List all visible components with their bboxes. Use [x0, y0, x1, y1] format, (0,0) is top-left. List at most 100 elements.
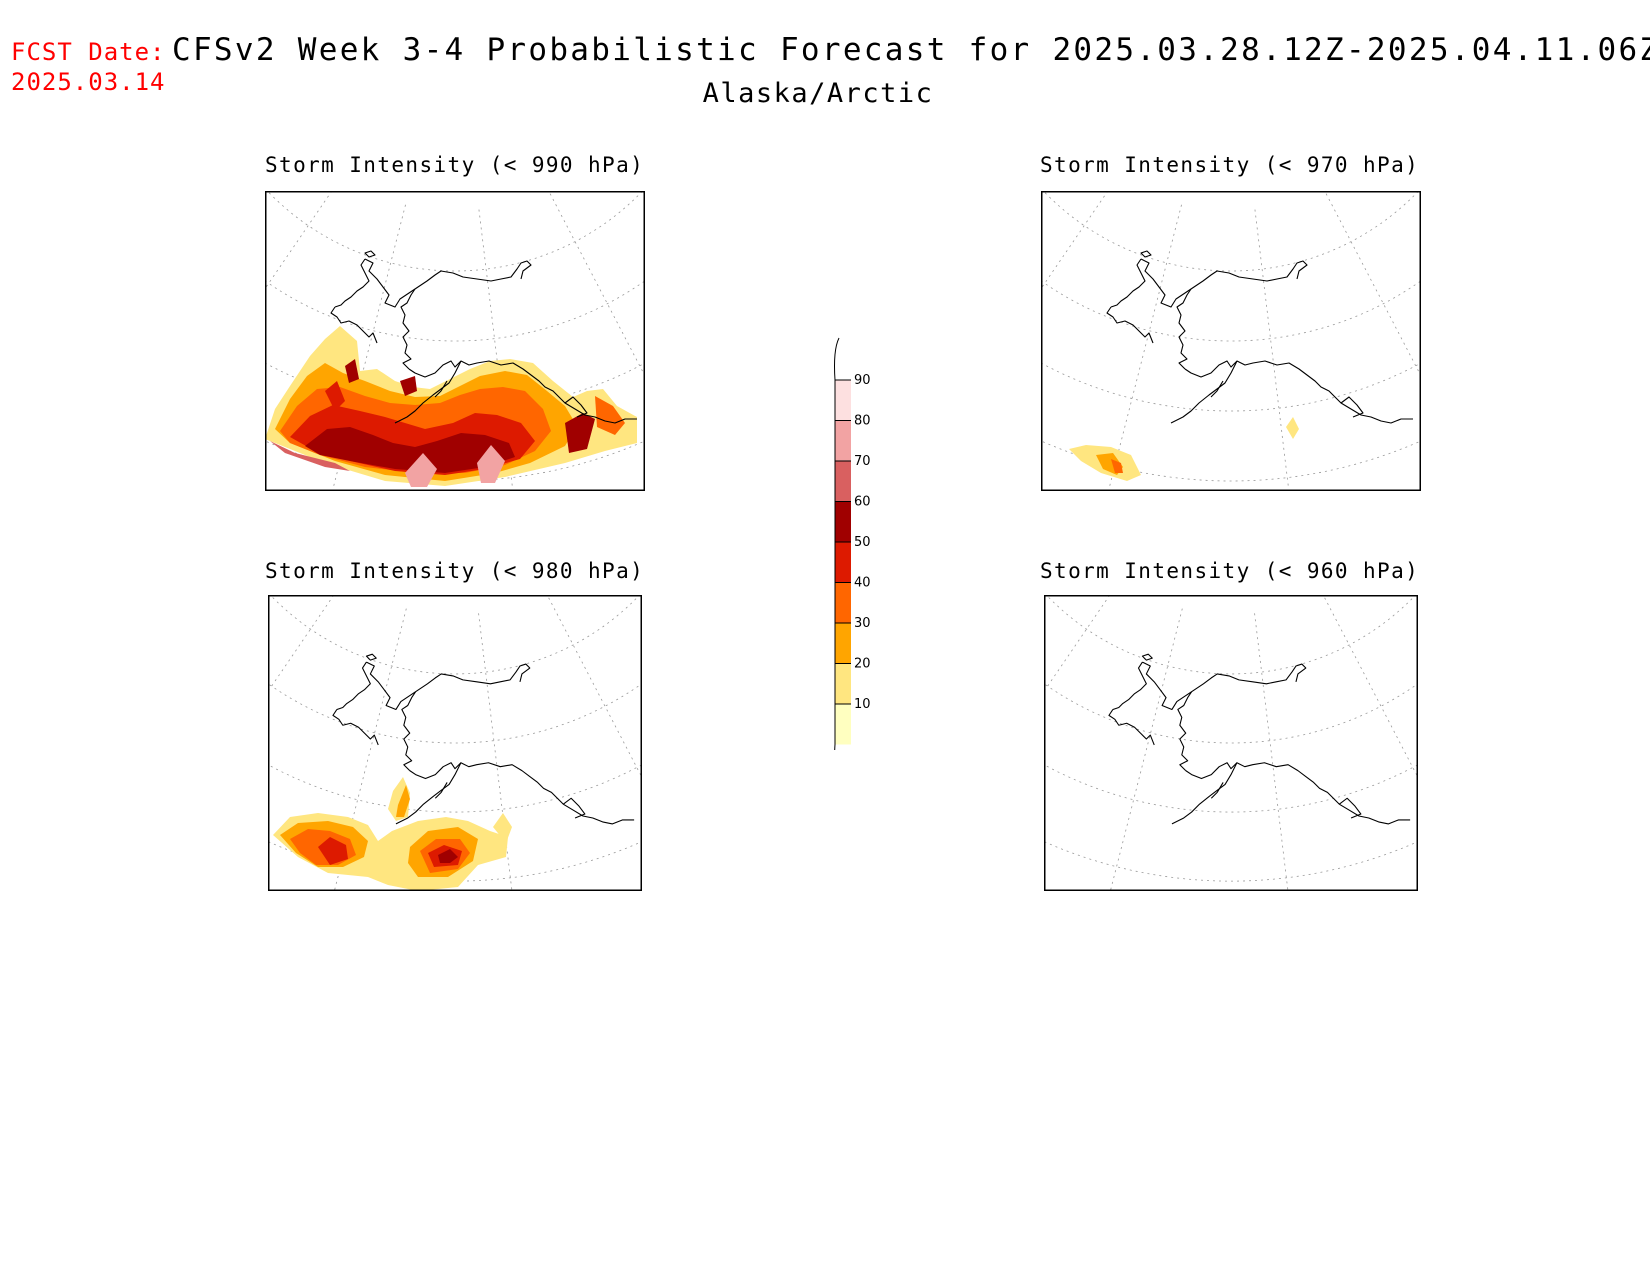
map-panel-970 [1041, 191, 1421, 491]
coastline-segment [1112, 661, 1147, 710]
coastline-segment [1176, 288, 1192, 370]
forecast-date-label: FCST Date: [11, 38, 166, 66]
main-title: CFSv2 Week 3-4 Probabilistic Forecast fo… [172, 32, 1650, 68]
meridian-line [1041, 191, 1068, 313]
coastline-segment [564, 396, 588, 418]
coastline-segment [562, 797, 586, 819]
probability-fill [1069, 417, 1299, 481]
meridian-line [1041, 191, 1109, 290]
parallel-line [1041, 362, 1421, 412]
coastline-segment [1140, 250, 1152, 258]
meridian-line [546, 595, 642, 779]
parallel-line [1042, 191, 1420, 272]
coastline-segment [1108, 709, 1155, 746]
meridian-line [1381, 191, 1421, 354]
colorbar-swatch [835, 420, 851, 461]
meridian-line [605, 191, 645, 354]
coastline-segment [434, 380, 448, 398]
coastline [332, 653, 635, 825]
colorbar-tick-label: 80 [854, 414, 871, 429]
colorbar-tick-label: 50 [854, 535, 871, 550]
colorbar: 90 80 70 60 50 40 30 20 10 [834, 337, 871, 750]
meridian-line [1254, 613, 1289, 891]
colorbar-tick-label: 90 [854, 373, 871, 388]
probability-fill [265, 326, 637, 487]
coastline-segment [400, 288, 416, 370]
coastline-segment [1184, 360, 1413, 424]
coastline-segment [1142, 661, 1307, 710]
colorbar-swatch [835, 501, 851, 542]
colorbar-tick-label: 20 [854, 657, 871, 672]
meridian-line [268, 595, 295, 716]
colorbar-tick-label: 70 [854, 454, 871, 469]
meridian-line [1108, 204, 1182, 491]
coastline-segment [1170, 360, 1238, 424]
coastline-segment [1210, 380, 1224, 398]
graticule [1044, 595, 1418, 891]
coastline-segment [364, 250, 376, 258]
colorbar-swatch [835, 461, 851, 502]
colorbar-swatch [835, 704, 851, 745]
coastline-segment [1140, 258, 1308, 308]
parallel-line [1044, 764, 1418, 813]
coastline-segment [395, 762, 462, 825]
coastline-segment [409, 762, 635, 825]
colorbar-tick-label: 60 [854, 495, 871, 510]
colorbar-swatch [835, 663, 851, 704]
colorbar-tick-label: 10 [854, 697, 871, 712]
coastline-segment [334, 258, 370, 308]
parallel-line [269, 595, 641, 675]
parallel-line [268, 683, 642, 744]
coastline-segment [336, 661, 371, 710]
meridian-line [1044, 595, 1071, 716]
coastline [1108, 653, 1411, 825]
meridian-line [1324, 191, 1421, 377]
coastline [330, 250, 637, 424]
coastline-segment [366, 661, 531, 710]
map-panel-980 [268, 595, 642, 891]
coastline [1106, 250, 1413, 424]
graticule [1041, 191, 1421, 491]
colorbar-tick-label: 30 [854, 616, 871, 631]
map-panel-960 [1044, 595, 1418, 891]
panel-title-960: Storm Intensity (< 960 hPa) [1040, 559, 1420, 583]
coastline-segment [332, 709, 379, 746]
coastline-segment [364, 258, 532, 308]
colorbar-swatch [835, 380, 851, 421]
map-panel-990 [265, 191, 645, 491]
forecast-date-value: 2025.03.14 [11, 68, 166, 96]
colorbar-swatch [835, 582, 851, 623]
coastline-segment [1106, 306, 1154, 344]
coastline-segment [1338, 797, 1362, 819]
meridian-line [1322, 595, 1418, 779]
parallel-line [1045, 595, 1417, 675]
coastline-segment [1340, 396, 1364, 418]
meridian-line [1044, 595, 1111, 693]
coastline-segment [365, 653, 377, 661]
coastline-segment [394, 360, 462, 424]
coastline-segment [434, 782, 448, 799]
probability-fill [273, 777, 512, 891]
coastline-segment [1141, 653, 1153, 661]
parallel-line [268, 764, 642, 813]
parallel-line [265, 280, 645, 342]
parallel-line [1044, 841, 1418, 882]
coastline-segment [1110, 258, 1146, 308]
parallel-line [1041, 280, 1421, 342]
coastline-segment [1210, 782, 1224, 799]
parallel-line [1044, 683, 1418, 744]
coastline-segment [1177, 691, 1193, 772]
meridian-line [1109, 608, 1183, 891]
panel-title-990: Storm Intensity (< 990 hPa) [265, 153, 645, 177]
colorbar-boxes [834, 337, 851, 750]
colorbar-swatch [835, 623, 851, 664]
colorbar-labels: 90 80 70 60 50 40 30 20 10 [835, 373, 871, 712]
parallel-line [1041, 440, 1421, 482]
colorbar-bottom-tip [834, 744, 836, 750]
coastline-segment [401, 691, 417, 772]
meridian-line [265, 191, 292, 313]
panel-title-980: Storm Intensity (< 980 hPa) [265, 559, 645, 583]
meridian-line [1379, 595, 1418, 756]
colorbar-top-tip [834, 337, 840, 381]
coastline-segment [330, 306, 378, 344]
